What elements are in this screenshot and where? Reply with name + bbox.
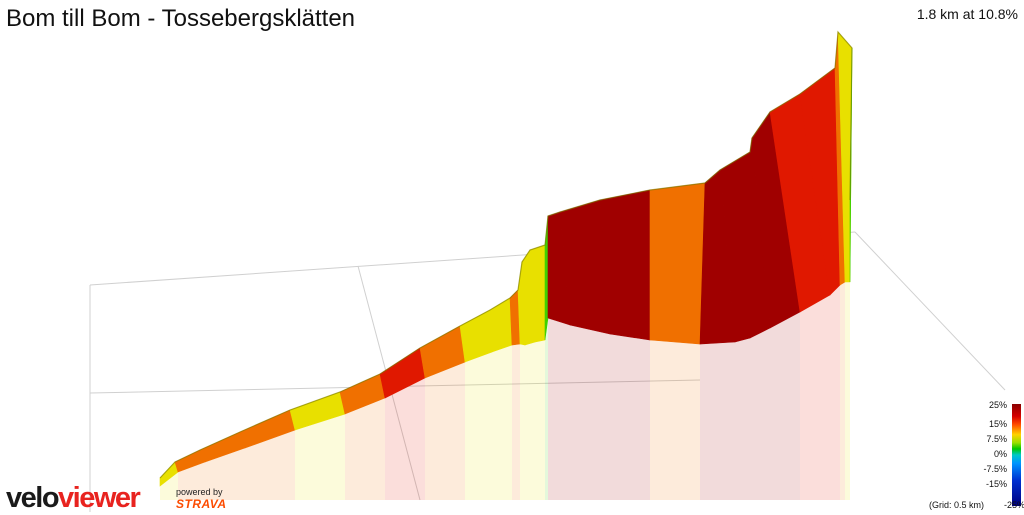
profile-reflection-segment — [345, 398, 385, 500]
legend-label-neg-7-5: -7.5% — [983, 464, 1007, 474]
profile-reflection-segment — [245, 430, 295, 500]
profile-reflection-segment — [770, 312, 800, 500]
profile-reflection-segment — [535, 340, 545, 500]
profile-reflection-segment — [845, 282, 850, 500]
profile-reflection-segment — [385, 378, 425, 500]
gradient-legend — [1012, 404, 1021, 506]
profile-wall — [159, 31, 853, 487]
legend-label-25: 25% — [988, 400, 1007, 410]
profile-top-edge — [159, 30, 853, 479]
profile-reflection-segment — [610, 334, 650, 500]
profile-reflection — [160, 282, 850, 500]
logo-text-velo: velo — [6, 482, 60, 514]
profile-reflection-segment — [650, 340, 700, 500]
profile-reflection-segment — [465, 352, 492, 500]
profile-reflection-segment — [750, 328, 770, 500]
legend-label-7-5: 7.5% — [986, 434, 1007, 444]
legend-label-neg-25: -25% — [1003, 500, 1024, 510]
grid-note: (Grid: 0.5 km) — [928, 500, 984, 510]
profile-reflection-segment — [492, 345, 512, 500]
logo-text-viewer: viewer — [58, 482, 141, 514]
profile-reflection-segment — [800, 295, 830, 500]
profile-segment — [489, 297, 513, 353]
profile-reflection-segment — [545, 318, 548, 500]
climb-summary: 1.8 km at 10.8% — [916, 6, 1018, 22]
legend-label-15: 15% — [988, 419, 1007, 429]
profile-reflection-segment — [840, 282, 845, 500]
profile-reflection-segment — [548, 318, 570, 500]
profile-reflection-segment — [295, 414, 345, 500]
legend-label-neg-15: -15% — [985, 479, 1007, 489]
page-title: Bom till Bom - Tossebergsklätten — [6, 5, 356, 32]
profile-reflection-segment — [520, 344, 525, 500]
profile-reflection-segment — [735, 338, 750, 500]
profile-reflection-segment — [205, 448, 245, 500]
profile-reflection-segment — [700, 342, 735, 500]
strava-logo[interactable]: STRAVA — [176, 497, 227, 511]
legend-label-0: 0% — [993, 449, 1007, 459]
profile-reflection-segment — [525, 342, 535, 500]
profile-reflection-segment — [830, 285, 840, 500]
profile-reflection-segment — [512, 344, 520, 500]
profile-reflection-segment — [425, 362, 465, 500]
profile-reflection-segment — [178, 462, 205, 500]
powered-by-text: powered by — [176, 487, 223, 497]
profile-segment — [649, 182, 706, 345]
veloviewer-logo[interactable]: veloviewer — [6, 482, 141, 515]
profile-reflection-segment — [160, 472, 178, 500]
profile-reflection-segment — [570, 325, 610, 500]
